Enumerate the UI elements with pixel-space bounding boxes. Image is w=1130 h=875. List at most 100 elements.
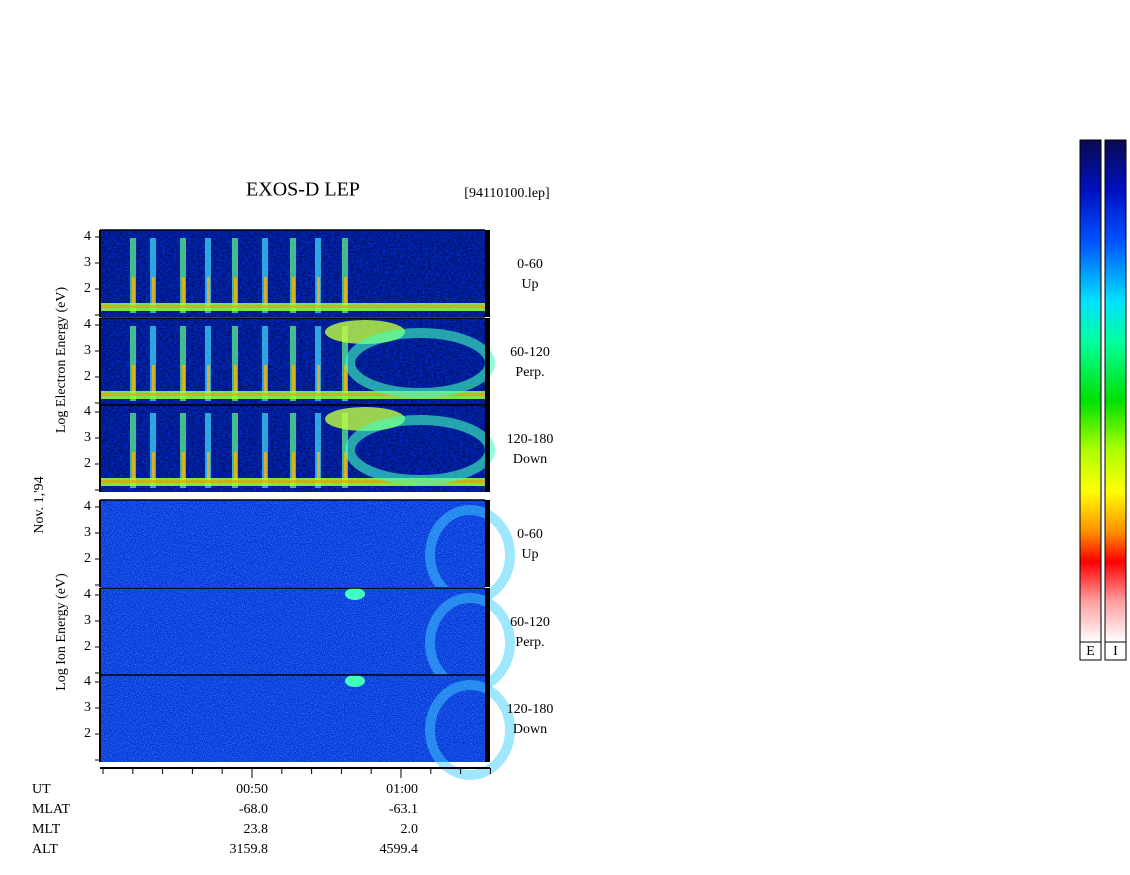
texture [100, 588, 485, 675]
y-tick-label: 3 [84, 700, 91, 715]
panel: 4 3 2 0-60 Up [84, 229, 543, 317]
footer: UT MLAT MLT ALT 00:50 -68.0 23.8 3159.8 01:00 -63… [32, 782, 418, 857]
row-value: -68.0 [239, 802, 268, 817]
panel-angle: 60-120 [510, 345, 550, 360]
burst-core [264, 452, 267, 482]
burst-core [234, 277, 237, 307]
y-tick-label: 3 [84, 343, 91, 358]
burst [130, 413, 136, 488]
colorbar [1079, 139, 1102, 643]
row-value: -63.1 [389, 802, 418, 817]
burst [232, 326, 238, 401]
colorbar [1104, 139, 1127, 643]
y-tick-label: 4 [84, 317, 91, 332]
date: Nov. 1,'94 [32, 476, 47, 533]
burst-core [264, 365, 267, 395]
y-tick-label: 2 [84, 456, 91, 471]
burst [205, 238, 211, 313]
panel-edge [485, 405, 490, 492]
colorbar-label: I [1113, 644, 1118, 659]
row-value: 3159.8 [230, 842, 269, 857]
row-label: UT [32, 782, 51, 797]
burst-core [292, 365, 295, 395]
low-band-core [100, 305, 485, 308]
y-tick-label: 4 [84, 587, 91, 602]
burst-core [234, 452, 237, 482]
burst-core [132, 452, 135, 482]
panel: 4 3 2 60-120 Perp. [84, 317, 550, 405]
burst [315, 238, 321, 313]
burst-core [182, 365, 185, 395]
burst [262, 413, 268, 488]
blob [345, 675, 365, 687]
panel-direction: Perp. [515, 365, 544, 380]
row-value: 4599.4 [380, 842, 419, 857]
burst-core [344, 277, 347, 307]
burst-core [207, 452, 210, 482]
y-tick-label: 2 [84, 369, 91, 384]
burst [205, 326, 211, 401]
colorbar-label-box [1079, 641, 1102, 661]
panel-edge [485, 588, 490, 675]
burst [150, 413, 156, 488]
burst-core [207, 277, 210, 307]
burst [262, 326, 268, 401]
y-tick-label: 4 [84, 229, 91, 244]
ion-axis-label: Log Ion Energy (eV) [54, 573, 69, 691]
y-tick-label: 2 [84, 726, 91, 741]
burst-core [344, 452, 347, 482]
y-tick-label: 4 [84, 499, 91, 514]
panel-direction: Down [513, 722, 547, 737]
panel-angle: 60-120 [510, 615, 550, 630]
row-label: MLAT [32, 802, 71, 817]
panel: 4 3 2 120-180 Down [84, 404, 553, 492]
blob [345, 588, 365, 600]
burst-core [344, 365, 347, 395]
panel-edge [485, 230, 490, 317]
burst [150, 238, 156, 313]
time-axis [100, 767, 491, 778]
burst [290, 238, 296, 313]
burst-core [182, 277, 185, 307]
row-value: 01:00 [386, 782, 418, 797]
panel-angle: 120-180 [507, 702, 554, 717]
burst-core [132, 365, 135, 395]
y-tick-label: 3 [84, 255, 91, 270]
burst [290, 326, 296, 401]
burst [130, 238, 136, 313]
burst-core [234, 365, 237, 395]
electron-axis-label: Log Electron Energy (eV) [54, 287, 69, 434]
panel-angle: 120-180 [507, 432, 554, 447]
burst-core [317, 452, 320, 482]
colorbar-label: E [1086, 644, 1095, 659]
burst-core [207, 365, 210, 395]
burst [180, 413, 186, 488]
burst [290, 413, 296, 488]
burst [342, 413, 348, 488]
burst-core [152, 365, 155, 395]
title: EXOS-D LEP [246, 179, 360, 201]
panel: 4 3 2 0-60 Up [84, 499, 543, 605]
panel-edge [485, 500, 490, 587]
y-tick-label: 2 [84, 281, 91, 296]
burst [205, 413, 211, 488]
row-label: ALT [32, 842, 58, 857]
row-value: 2.0 [401, 822, 419, 837]
burst [180, 326, 186, 401]
burst-core [152, 452, 155, 482]
panel-angle: 0-60 [517, 527, 543, 542]
panel: 4 3 2 120-180 Down [84, 674, 554, 780]
panel-direction: Up [521, 277, 538, 292]
y-tick-label: 4 [84, 674, 91, 689]
burst [342, 238, 348, 313]
burst [130, 326, 136, 401]
y-tick-label: 2 [84, 639, 91, 654]
texture [100, 500, 485, 587]
arc [425, 680, 515, 780]
row-value: 23.8 [244, 822, 269, 837]
colorbar-label-box [1104, 641, 1127, 661]
panel: 4 3 2 60-120 Perp. [84, 587, 550, 693]
burst [262, 238, 268, 313]
panel-direction: Perp. [515, 635, 544, 650]
